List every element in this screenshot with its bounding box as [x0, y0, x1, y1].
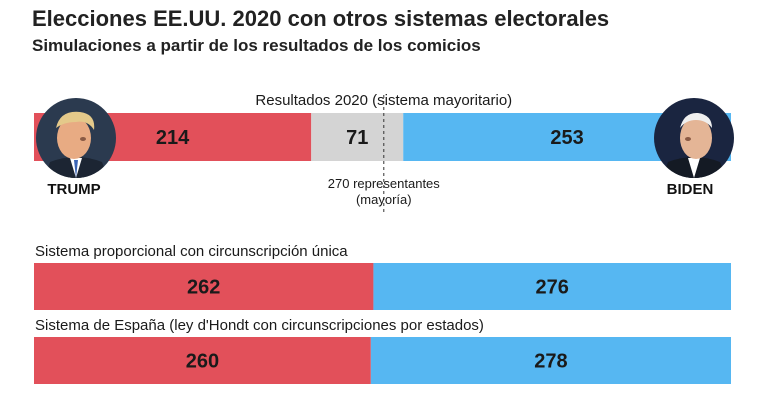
bar-3-biden — [370, 337, 731, 384]
bar-2-biden — [373, 263, 731, 310]
chart-subtitle: Simulaciones a partir de los resultados … — [32, 36, 481, 55]
row-label-2: Sistema proporcional con circunscripción… — [35, 243, 348, 260]
bar-2-trump — [34, 263, 374, 310]
bar-3-trump — [34, 337, 371, 384]
majority-label: 270 representantes — [328, 176, 441, 191]
data-label-3-biden: 278 — [534, 351, 567, 373]
data-label-1-trump: 214 — [156, 127, 190, 149]
data-label-3-trump: 260 — [186, 351, 219, 373]
row-label-3: Sistema de España (ley d'Hondt con circu… — [35, 317, 484, 334]
data-label-2-biden: 276 — [536, 277, 569, 299]
trump-portrait-icon — [36, 98, 116, 178]
bar-1-otros-sin-asignar — [311, 113, 404, 161]
majority-sublabel: (mayoría) — [356, 192, 412, 207]
data-label-1-biden: 253 — [550, 127, 583, 149]
data-label-2-trump: 262 — [187, 277, 220, 299]
biden-portrait-icon — [654, 98, 734, 178]
data-label-1-otros-sin-asignar: 71 — [346, 127, 368, 149]
candidate-name-biden: BIDEN — [667, 181, 714, 198]
row-label-1: Resultados 2020 (sistema mayoritario) — [255, 92, 512, 109]
candidate-name-trump: TRUMP — [47, 181, 100, 198]
chart-title: Elecciones EE.UU. 2020 con otros sistema… — [32, 6, 610, 31]
